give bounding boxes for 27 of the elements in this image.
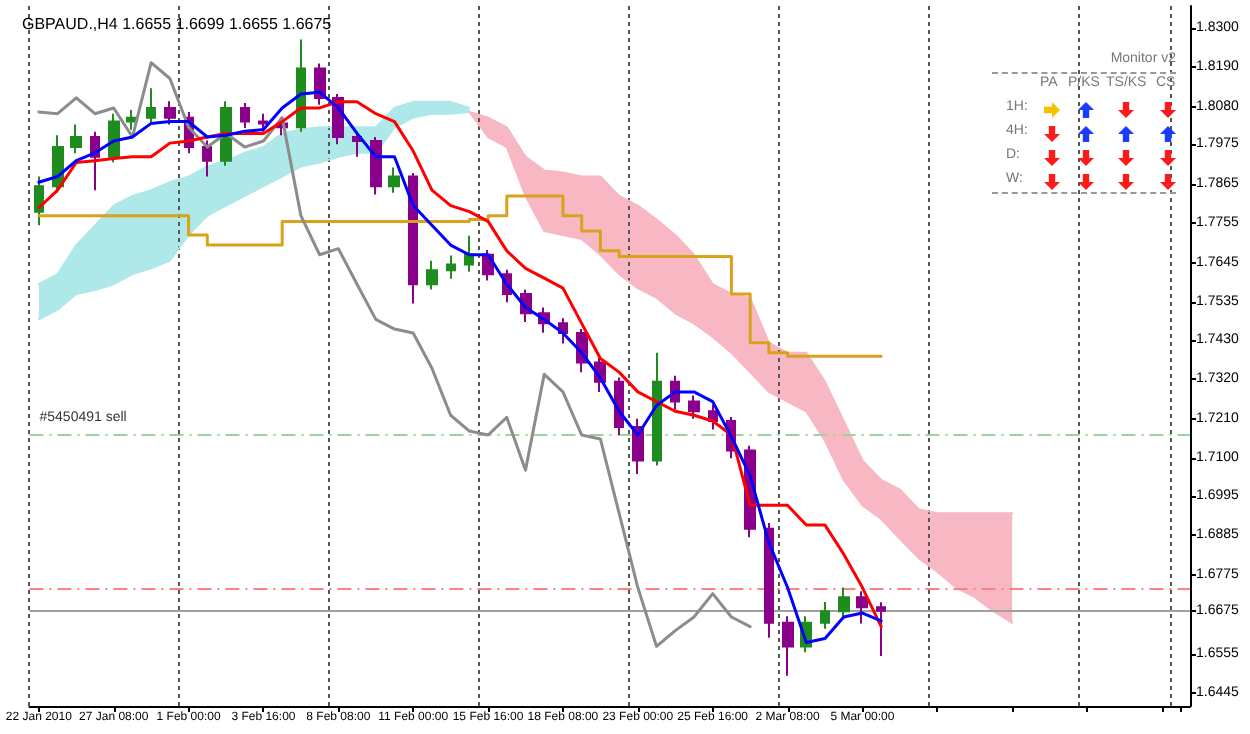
candlestick: [820, 600, 830, 630]
candlestick: [240, 101, 250, 130]
candlestick: [652, 351, 662, 467]
candlestick: [838, 586, 850, 618]
candlestick: [146, 87, 156, 126]
text: GBPAUD.,H4 1.6655 1.6699 1.6655 1.6675: [22, 15, 333, 33]
candlestick: [764, 521, 774, 639]
candlestick: [782, 615, 794, 677]
candlestick: [446, 254, 456, 280]
candlestick: [70, 123, 82, 155]
candlestick: [202, 139, 212, 178]
line-series: [37, 61, 752, 648]
candlestick: [876, 601, 886, 658]
candlestick: [164, 100, 176, 126]
candlestick: [688, 394, 700, 420]
candlestick: [426, 259, 438, 291]
candlestick: [108, 112, 120, 164]
candlestick: [408, 171, 418, 305]
candlestick: [34, 175, 44, 227]
candlestick: [388, 166, 400, 194]
candlestick: [126, 109, 138, 131]
candlestick: [352, 130, 362, 158]
candlestick: [296, 38, 306, 133]
candlestick: [856, 590, 868, 625]
candlestick: [464, 234, 474, 273]
candlestick: [370, 136, 382, 196]
candlestick: [258, 112, 268, 133]
